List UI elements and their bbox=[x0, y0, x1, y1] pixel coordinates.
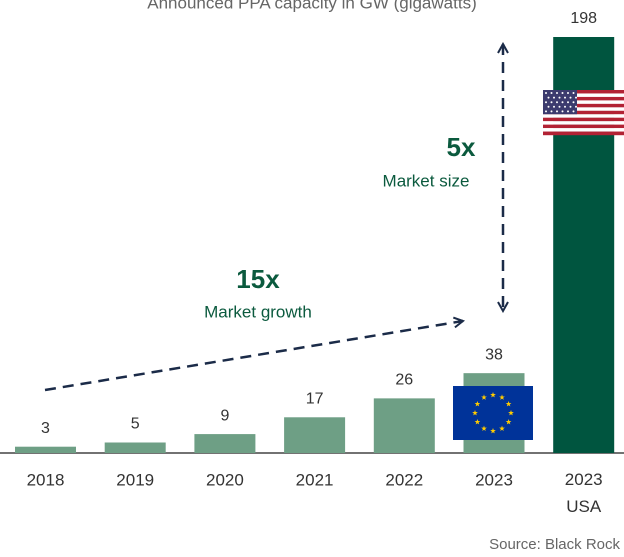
bar bbox=[284, 417, 346, 453]
growth-note: Market growth bbox=[204, 302, 312, 321]
stripe bbox=[543, 131, 624, 136]
us-star bbox=[569, 105, 572, 108]
us-star bbox=[567, 92, 569, 94]
size-note: Market size bbox=[383, 171, 470, 190]
value-label: 5 bbox=[131, 416, 140, 433]
stripe bbox=[543, 110, 624, 115]
us-star bbox=[556, 92, 558, 94]
growth-factor: 15x bbox=[236, 264, 280, 294]
us-star bbox=[561, 110, 564, 113]
us-star bbox=[558, 96, 561, 99]
x-tick-label: 2019 bbox=[116, 470, 154, 489]
us-star bbox=[567, 110, 569, 113]
us-star bbox=[545, 92, 547, 94]
stripe bbox=[543, 107, 624, 111]
stripe bbox=[543, 90, 624, 94]
star bbox=[505, 401, 512, 407]
x-tick-label: 2020 bbox=[206, 470, 244, 489]
value-label: 17 bbox=[306, 391, 324, 408]
star bbox=[481, 425, 487, 432]
us-star bbox=[550, 101, 553, 104]
star bbox=[474, 419, 481, 425]
star bbox=[505, 419, 512, 425]
us-star bbox=[569, 96, 572, 99]
us-star bbox=[547, 105, 550, 108]
bar bbox=[15, 446, 76, 453]
star bbox=[499, 425, 505, 432]
us-star bbox=[572, 110, 575, 113]
value-label: 9 bbox=[220, 407, 229, 424]
us-star bbox=[553, 105, 555, 108]
stripe bbox=[543, 128, 624, 132]
stripe bbox=[543, 121, 624, 125]
us-star bbox=[572, 101, 575, 104]
us-star bbox=[561, 92, 564, 94]
value-label: 3 bbox=[41, 420, 50, 437]
us-star bbox=[553, 96, 555, 99]
us-star bbox=[567, 101, 569, 104]
eu-flag bbox=[453, 386, 533, 440]
x-tick-label: 2023 USA bbox=[565, 470, 603, 516]
us-star bbox=[556, 110, 558, 113]
value-label: 38 bbox=[485, 346, 503, 363]
x-tick-label: 2018 bbox=[27, 470, 65, 489]
bar bbox=[104, 442, 166, 453]
bar bbox=[194, 434, 256, 453]
value-label: 26 bbox=[395, 372, 413, 389]
us-star bbox=[572, 92, 575, 94]
us-star bbox=[550, 92, 553, 94]
stripe bbox=[543, 103, 624, 108]
star bbox=[481, 394, 487, 400]
star bbox=[490, 392, 496, 398]
stripe bbox=[543, 93, 624, 98]
x-tick-label: 2021 bbox=[296, 470, 334, 489]
source: Source: Black Rock bbox=[489, 536, 620, 553]
star bbox=[508, 410, 514, 416]
size-factor: 5x bbox=[447, 132, 476, 162]
us-star bbox=[564, 105, 566, 108]
stripe bbox=[543, 117, 624, 122]
us-star bbox=[547, 96, 550, 99]
star bbox=[472, 410, 478, 416]
star bbox=[474, 401, 481, 407]
us-star bbox=[575, 105, 577, 108]
star bbox=[490, 428, 496, 434]
x-tick-label: 2022 bbox=[385, 470, 423, 489]
stripe bbox=[543, 124, 624, 129]
x-tick-label: 2023 bbox=[475, 470, 513, 489]
us-star bbox=[550, 110, 553, 113]
us-star bbox=[564, 96, 566, 99]
star bbox=[499, 394, 505, 400]
us-flag bbox=[543, 90, 624, 136]
us-star bbox=[545, 110, 547, 113]
stripe bbox=[543, 96, 624, 101]
stripe bbox=[543, 114, 624, 118]
us-star bbox=[545, 101, 547, 104]
bar bbox=[373, 398, 435, 453]
value-label: 198 bbox=[570, 10, 597, 27]
canton bbox=[543, 90, 577, 115]
us-star bbox=[556, 101, 558, 104]
stripe bbox=[543, 100, 624, 105]
us-star bbox=[561, 101, 564, 104]
us-star bbox=[575, 96, 577, 99]
us-star bbox=[558, 105, 561, 108]
chart-title: Announced PPA capacity in GW (gigawatts) bbox=[147, 0, 476, 12]
